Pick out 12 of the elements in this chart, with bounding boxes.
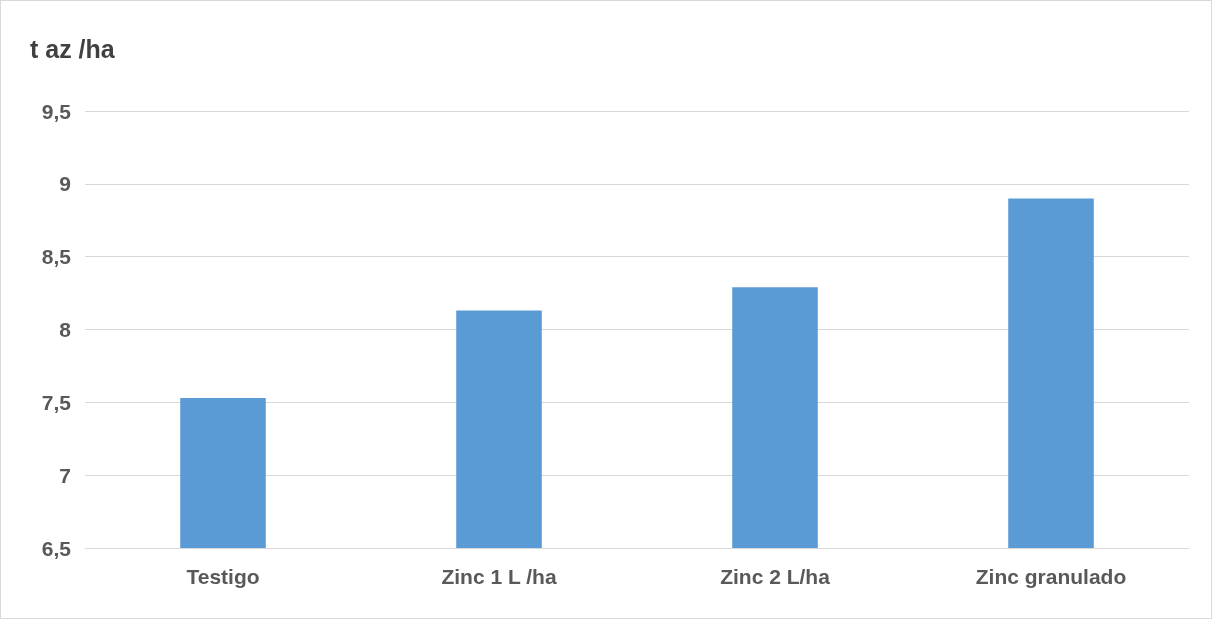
y-axis-title: t az /ha <box>30 34 116 63</box>
y-tick-label: 7 <box>59 463 71 487</box>
y-tick-label: 9 <box>59 172 71 196</box>
x-tick-label: Zinc 2 L/ha <box>720 565 831 588</box>
y-tick-label: 8 <box>59 318 72 341</box>
y-tick-label: 7,5 <box>41 390 72 414</box>
y-tick-label: 8,5 <box>41 245 72 269</box>
x-tick-label: Zinc 1 L /ha <box>441 565 557 588</box>
x-tick-label: Zinc granulado <box>975 565 1127 588</box>
x-tick-label: Testigo <box>186 565 260 588</box>
y-tick-label: 6,5 <box>41 536 72 560</box>
y-tick-label: 9,5 <box>41 99 72 123</box>
